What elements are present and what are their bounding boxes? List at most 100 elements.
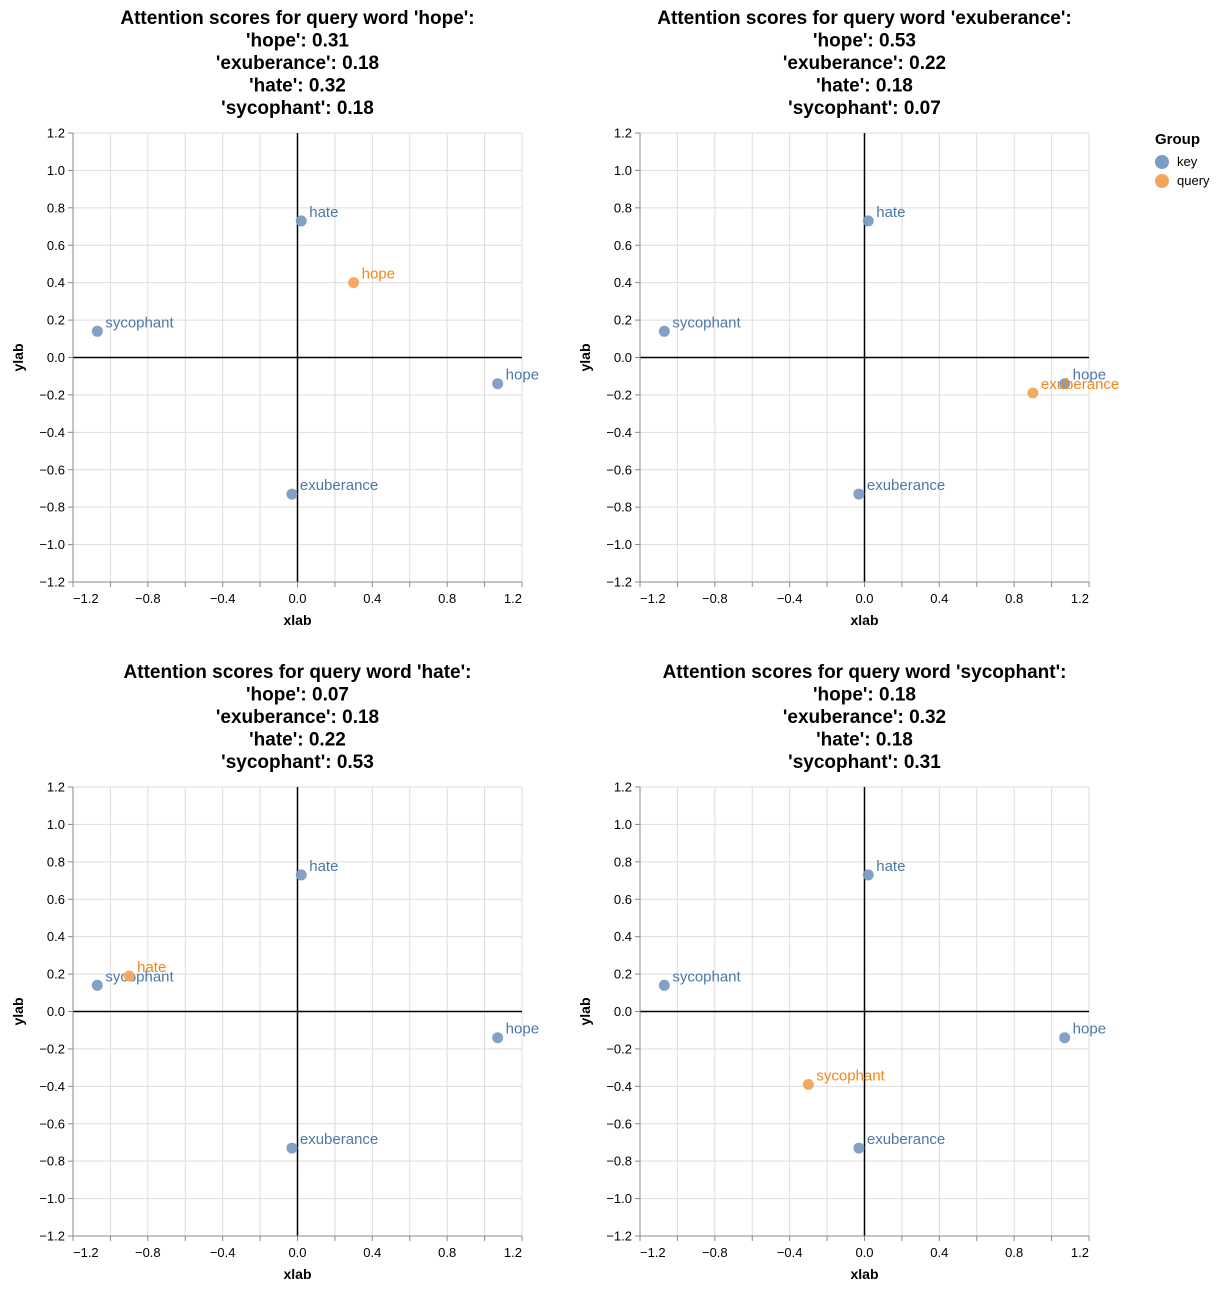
chart-title-line: 'sycophant': 0.31 — [788, 752, 941, 773]
y-tick-label: −1.2 — [39, 575, 65, 590]
query-point-hope — [348, 277, 360, 289]
y-tick-label: 0.2 — [614, 313, 632, 328]
y-tick-label: −1.2 — [39, 1229, 65, 1244]
x-axis-title: xlab — [283, 1266, 311, 1282]
y-tick-label: −0.2 — [39, 1041, 65, 1056]
key-point-hate — [862, 215, 874, 227]
y-tick-label: 0.0 — [47, 350, 65, 365]
chart-title-line: 'exuberance': 0.22 — [783, 53, 946, 74]
key-label-exuberance: exuberance — [300, 1131, 378, 1148]
legend-item-label: query — [1177, 173, 1210, 188]
x-tick-label: 0.8 — [438, 1245, 456, 1260]
x-axis-title: xlab — [850, 612, 878, 628]
y-tick-label: 1.0 — [614, 817, 632, 832]
y-tick-label: 0.0 — [614, 350, 632, 365]
chart-title-line: 'exuberance': 0.32 — [783, 707, 946, 728]
y-tick-label: 1.2 — [614, 780, 632, 795]
y-tick-label: −0.6 — [606, 462, 632, 477]
chart-title-line: 'exuberance': 0.18 — [216, 53, 379, 74]
y-tick-label: 0.8 — [614, 854, 632, 869]
key-point-hope — [492, 1032, 504, 1044]
y-tick-label: 1.0 — [47, 163, 65, 178]
key-point-exuberance — [853, 488, 865, 500]
key-point-sycophant — [658, 325, 670, 337]
query-label-exuberance: exuberance — [1041, 376, 1119, 393]
chart-title-line: Attention scores for query word 'hate': — [124, 662, 472, 683]
x-tick-label: −1.2 — [640, 591, 666, 606]
x-tick-label: 0.8 — [1005, 1245, 1023, 1260]
y-tick-label: 1.0 — [47, 817, 65, 832]
key-label-exuberance: exuberance — [867, 1131, 945, 1148]
key-label-hope: hope — [1073, 1021, 1106, 1038]
x-tick-label: −1.2 — [73, 1245, 99, 1260]
x-tick-label: −0.8 — [135, 1245, 161, 1260]
x-axis-title: xlab — [850, 1266, 878, 1282]
x-tick-label: −0.8 — [702, 591, 728, 606]
scatter-chart-1: Attention scores for query word 'hope':'… — [10, 8, 539, 628]
x-tick-label: 0.4 — [363, 1245, 381, 1260]
key-point-exuberance — [286, 488, 298, 500]
legend-title: Group — [1155, 131, 1200, 148]
x-tick-label: 1.2 — [1071, 591, 1089, 606]
key-label-hate: hate — [876, 858, 905, 875]
key-point-sycophant — [658, 979, 670, 991]
y-tick-label: 0.6 — [47, 892, 65, 907]
y-tick-label: −1.0 — [39, 537, 65, 552]
chart-title-line: 'sycophant': 0.53 — [221, 752, 374, 773]
chart-title-line: 'hate': 0.32 — [249, 76, 346, 97]
x-axis-title: xlab — [283, 612, 311, 628]
y-tick-label: 0.2 — [47, 967, 65, 982]
y-tick-label: −0.2 — [39, 387, 65, 402]
x-tick-label: 0.4 — [363, 591, 381, 606]
x-tick-label: −1.2 — [640, 1245, 666, 1260]
x-tick-label: 0.4 — [930, 591, 948, 606]
y-tick-label: 0.2 — [47, 313, 65, 328]
y-tick-label: 0.8 — [614, 200, 632, 215]
y-tick-label: −0.2 — [606, 1041, 632, 1056]
y-tick-label: 0.8 — [47, 200, 65, 215]
y-tick-label: 0.2 — [614, 967, 632, 982]
x-tick-label: −1.2 — [73, 591, 99, 606]
y-axis-title: ylab — [10, 343, 26, 371]
key-label-sycophant: sycophant — [105, 314, 174, 331]
key-point-hope — [1059, 1032, 1071, 1044]
legend-item-key: key — [1155, 152, 1210, 171]
key-label-hope: hope — [1073, 367, 1106, 384]
key-label-hate: hate — [309, 858, 338, 875]
y-tick-label: −0.8 — [606, 1154, 632, 1169]
y-tick-label: 1.2 — [47, 126, 65, 141]
y-tick-label: −0.4 — [606, 1079, 632, 1094]
key-point-hope — [1059, 378, 1071, 390]
chart-title-line: 'sycophant': 0.18 — [221, 98, 374, 119]
key-point-sycophant — [91, 979, 103, 991]
x-tick-label: 0.0 — [855, 1245, 873, 1260]
scatter-chart-4: Attention scores for query word 'sycopha… — [577, 662, 1106, 1282]
y-tick-label: −0.4 — [606, 425, 632, 440]
key-label-sycophant: sycophant — [672, 314, 741, 331]
y-tick-label: 0.6 — [614, 892, 632, 907]
query-point-sycophant — [802, 1078, 814, 1090]
y-tick-label: 0.0 — [47, 1004, 65, 1019]
chart-title-line: 'hate': 0.18 — [816, 76, 913, 97]
key-label-sycophant: sycophant — [672, 968, 741, 985]
x-tick-label: −0.8 — [135, 591, 161, 606]
x-tick-label: −0.4 — [210, 1245, 236, 1260]
scatter-chart-2: Attention scores for query word 'exubera… — [577, 8, 1119, 628]
y-tick-label: −0.4 — [39, 1079, 65, 1094]
legend-key-swatch — [1155, 154, 1169, 169]
chart-title-line: 'hope': 0.31 — [246, 31, 349, 52]
key-point-hate — [295, 215, 307, 227]
query-label-hope: hope — [362, 266, 395, 283]
y-tick-label: 1.2 — [47, 780, 65, 795]
query-label-sycophant: sycophant — [816, 1067, 885, 1084]
chart-title-line: Attention scores for query word 'hope': — [120, 8, 474, 29]
y-tick-label: −0.8 — [39, 500, 65, 515]
x-tick-label: −0.4 — [777, 1245, 803, 1260]
key-point-hate — [295, 869, 307, 881]
x-tick-label: 0.8 — [438, 591, 456, 606]
x-tick-label: −0.4 — [777, 591, 803, 606]
key-label-hope: hope — [506, 367, 539, 384]
y-tick-label: −1.2 — [606, 1229, 632, 1244]
key-label-hate: hate — [309, 204, 338, 221]
chart-title-line: 'hope': 0.07 — [246, 685, 349, 706]
